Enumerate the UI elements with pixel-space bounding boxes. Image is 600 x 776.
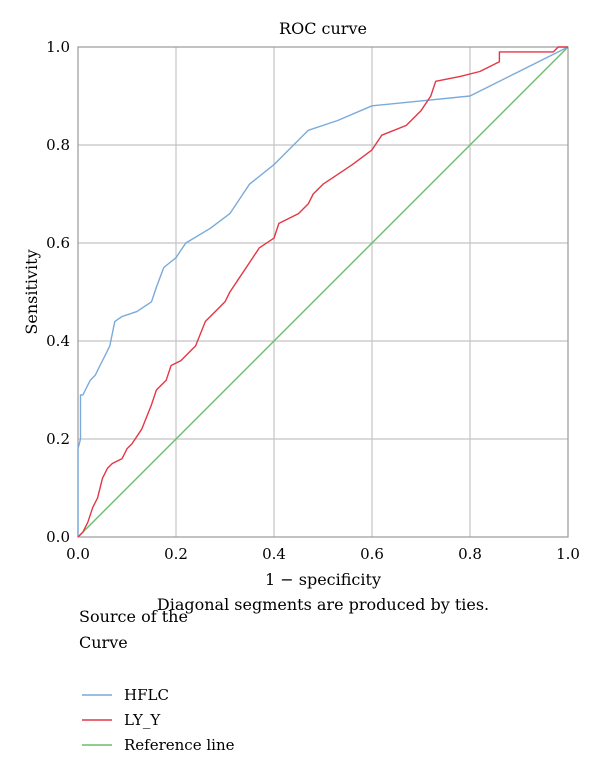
series-line-reference-line: [77, 46, 569, 538]
x-tick-label: 0.2: [164, 545, 188, 563]
y-tick-label: 0.6: [46, 234, 70, 252]
x-tick-label: 0.0: [66, 545, 90, 563]
y-axis-title: Sensitivity: [22, 249, 41, 334]
tick-labels: 0.0 0.2 0.4 0.6 0.8 1.0 0.0 0.2 0.4 0.6 0.8 1.0: [46, 38, 580, 563]
series-line-hflc: [77, 46, 569, 537]
y-tick-label: 0.0: [46, 528, 70, 546]
ties-note: Diagonal segments are produced by ties.: [157, 595, 489, 614]
y-tick-label: 0.8: [46, 136, 70, 154]
y-tick-label: 1.0: [46, 38, 70, 56]
series-layer: [77, 46, 569, 538]
grid: [78, 47, 568, 537]
y-tick-label: 0.4: [46, 332, 70, 350]
legend: Source of the Curve HFLC LY_Y Reference li…: [79, 607, 235, 754]
legend-label-ly-y: LY_Y: [124, 711, 161, 729]
x-tick-label: 0.4: [262, 545, 286, 563]
x-axis-title: 1 − specificity: [265, 570, 381, 589]
legend-title-line2: Curve: [79, 633, 128, 652]
x-tick-label: 0.6: [360, 545, 384, 563]
legend-items: HFLC LY_Y Reference line: [82, 686, 235, 754]
plot-frame: [77, 46, 569, 538]
x-tick-label: 1.0: [556, 545, 580, 563]
legend-label-hflc: HFLC: [124, 686, 169, 704]
chart-title: ROC curve: [279, 19, 367, 38]
y-tick-label: 0.2: [46, 430, 70, 448]
legend-title-line1: Source of the: [79, 607, 188, 626]
legend-label-reference-line: Reference line: [124, 736, 235, 754]
series-line-ly-y: [77, 46, 568, 538]
x-tick-label: 0.8: [458, 545, 482, 563]
